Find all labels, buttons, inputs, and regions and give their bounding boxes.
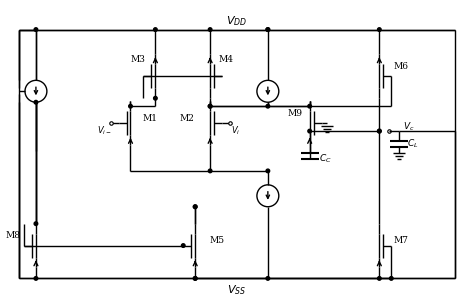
Text: $V_i$: $V_i$ xyxy=(231,125,241,137)
Text: $C_L$: $C_L$ xyxy=(408,138,419,150)
Circle shape xyxy=(378,28,381,31)
Circle shape xyxy=(308,129,311,133)
Text: M7: M7 xyxy=(393,236,408,245)
Circle shape xyxy=(193,205,197,209)
Text: $V_{DD}$: $V_{DD}$ xyxy=(227,15,247,29)
Circle shape xyxy=(154,96,157,100)
Text: $V_{SS}$: $V_{SS}$ xyxy=(228,284,246,297)
Circle shape xyxy=(193,277,197,280)
Text: M2: M2 xyxy=(179,114,194,123)
Text: $V_c$: $V_c$ xyxy=(403,121,415,133)
Text: M3: M3 xyxy=(130,55,145,64)
Text: M1: M1 xyxy=(143,114,157,123)
Circle shape xyxy=(378,129,381,133)
Circle shape xyxy=(390,277,393,280)
Circle shape xyxy=(266,28,270,31)
Text: $V_{i-}$: $V_{i-}$ xyxy=(97,125,112,137)
Text: M5: M5 xyxy=(209,236,224,245)
Text: M4: M4 xyxy=(218,55,233,64)
Text: M6: M6 xyxy=(393,62,408,71)
Circle shape xyxy=(378,277,381,280)
Circle shape xyxy=(34,222,38,225)
Circle shape xyxy=(34,28,38,31)
Circle shape xyxy=(266,277,270,280)
Circle shape xyxy=(154,28,157,31)
Circle shape xyxy=(209,104,212,108)
Circle shape xyxy=(266,28,270,31)
Text: M8: M8 xyxy=(5,231,20,240)
Circle shape xyxy=(209,28,212,31)
Text: $C_C$: $C_C$ xyxy=(319,153,332,165)
Circle shape xyxy=(378,129,381,133)
Circle shape xyxy=(193,205,197,209)
Text: M9: M9 xyxy=(288,109,303,118)
Circle shape xyxy=(209,169,212,173)
Circle shape xyxy=(266,104,270,108)
Circle shape xyxy=(34,101,38,104)
Circle shape xyxy=(182,244,185,247)
Circle shape xyxy=(308,104,311,108)
Circle shape xyxy=(193,277,197,280)
Circle shape xyxy=(266,169,270,173)
Circle shape xyxy=(34,277,38,280)
Circle shape xyxy=(129,104,132,108)
Circle shape xyxy=(209,104,212,108)
